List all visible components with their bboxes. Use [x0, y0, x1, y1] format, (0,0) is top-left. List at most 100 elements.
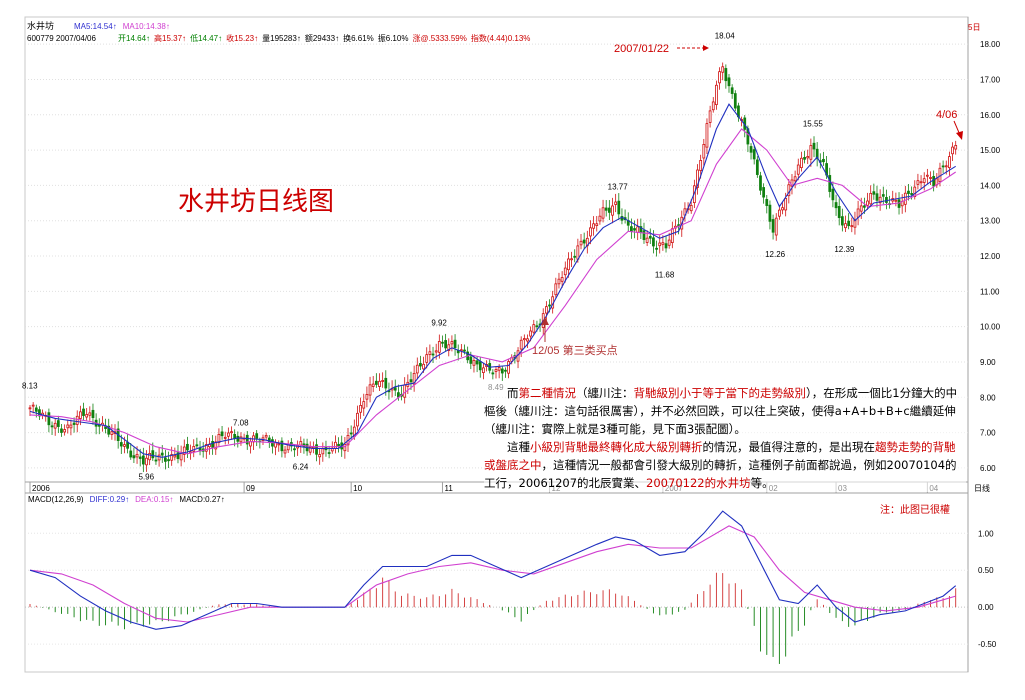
candle-down — [431, 353, 435, 356]
candle-up — [667, 239, 671, 246]
candle-down — [50, 425, 54, 428]
candle-up — [944, 165, 948, 168]
candle-up — [554, 283, 558, 296]
candle-up — [321, 448, 325, 455]
candle-up — [806, 156, 810, 159]
candle-up — [598, 215, 602, 222]
commentary-paragraph-1: 而第二種情況（纏川注：背馳級別小于等于當下的走勢級別），在形成一個比1分鐘大的中… — [484, 384, 966, 438]
price-tick-label: 11.00 — [980, 287, 1000, 296]
candle-down — [141, 455, 145, 465]
candle-up — [497, 367, 501, 371]
candle-up — [929, 177, 932, 179]
candle-up — [526, 338, 529, 342]
candle-up — [415, 364, 419, 374]
price-tick-label: 13.00 — [980, 217, 1001, 226]
candle-up — [784, 198, 788, 211]
candle-up — [507, 361, 510, 374]
candle-down — [759, 175, 762, 191]
last-date-label: 4/06 — [936, 109, 957, 121]
candle-up — [318, 454, 322, 458]
candle-down — [195, 444, 199, 447]
stock-code-date: 600779 2007/04/06 — [27, 34, 97, 43]
candle-down — [730, 87, 734, 94]
candle-up — [699, 160, 703, 171]
candle-up — [179, 452, 183, 461]
peak-arrow-head — [703, 45, 709, 51]
candle-down — [475, 360, 479, 365]
candle-up — [157, 454, 161, 461]
candle-down — [409, 379, 413, 383]
candle-up — [850, 225, 854, 228]
candle-up — [434, 350, 438, 353]
date-tick-label: 10 — [353, 484, 362, 493]
candle-down — [907, 190, 910, 194]
candle-up — [308, 446, 312, 453]
candle-up — [428, 351, 432, 355]
peak-date-label: 2007/01/22 — [614, 43, 669, 55]
candle-down — [132, 455, 136, 459]
candle-up — [85, 414, 89, 418]
candle-down — [469, 356, 473, 364]
commentary-run: 背馳級別小于等于當下的走勢級別 — [633, 386, 807, 400]
candle-down — [803, 156, 806, 160]
candle-down — [630, 226, 633, 232]
price-label: 18.04 — [715, 32, 736, 41]
candle-down — [648, 235, 652, 239]
macd-axis-labels: -0.50 0.00 0.50 1.00 — [978, 529, 997, 649]
candle-down — [441, 341, 444, 344]
candle-up — [28, 407, 32, 410]
macd-tick-label: 0.00 — [978, 603, 994, 612]
candle-up — [356, 412, 359, 427]
candle-up — [705, 123, 709, 148]
candle-down — [327, 452, 331, 454]
price-tick-label: 6.00 — [980, 464, 996, 473]
candle-down — [97, 424, 101, 427]
commentary-run: 的情況，最值得注意的，是出現在 — [702, 440, 876, 454]
candle-down — [255, 433, 259, 439]
legend-item-6: 换6.61% — [343, 33, 374, 43]
candle-up — [447, 344, 451, 351]
chart-title: 水井坊日线图 — [178, 186, 334, 216]
candle-up — [903, 192, 907, 205]
price-label: 9.92 — [431, 318, 447, 327]
legend-item-4: 量195283↑ — [262, 34, 301, 43]
commentary-run: （纏川注： — [576, 386, 634, 400]
candle-down — [727, 77, 731, 87]
legend-item-0: MA5:14.54↑ — [74, 22, 117, 31]
candle-down — [220, 431, 224, 437]
candle-down — [91, 409, 95, 418]
candle-up — [532, 324, 536, 333]
price-tick-label: 8.00 — [980, 393, 996, 402]
candle-down — [56, 420, 60, 427]
candle-down — [573, 255, 577, 258]
legend-item-1: MA10:14.38↑ — [123, 22, 170, 31]
candle-up — [894, 199, 898, 202]
legend-item-5: 额29433↑ — [305, 33, 339, 43]
candle-down — [129, 450, 133, 458]
candle-down — [463, 349, 466, 352]
candle-down — [349, 432, 353, 435]
candle-up — [173, 454, 177, 458]
candle-down — [374, 380, 378, 385]
candle-up — [217, 433, 221, 443]
candle-down — [604, 207, 608, 211]
commentary-run: 小級別背馳最終轉化成大級別轉折 — [530, 440, 703, 454]
price-label: 8.13 — [22, 382, 38, 391]
candle-up — [560, 277, 564, 282]
stock-name: 水井坊 — [27, 20, 54, 31]
candle-up — [422, 363, 425, 370]
candle-up — [170, 454, 174, 461]
commentary-box: 而第二種情況（纏川注：背馳級別小于等于當下的走勢級別），在形成一個比1分鐘大的中… — [484, 384, 966, 492]
candle-down — [664, 243, 668, 249]
candle-down — [828, 175, 832, 192]
candle-up — [661, 242, 665, 245]
candle-up — [299, 441, 303, 446]
candle-down — [762, 187, 766, 198]
candle-down — [186, 443, 189, 451]
candle-down — [724, 68, 728, 82]
candle-down — [910, 193, 913, 195]
candle-down — [384, 377, 388, 389]
date-tick-label: 11 — [444, 484, 453, 493]
candle-up — [696, 169, 699, 188]
candle-down — [863, 205, 866, 208]
